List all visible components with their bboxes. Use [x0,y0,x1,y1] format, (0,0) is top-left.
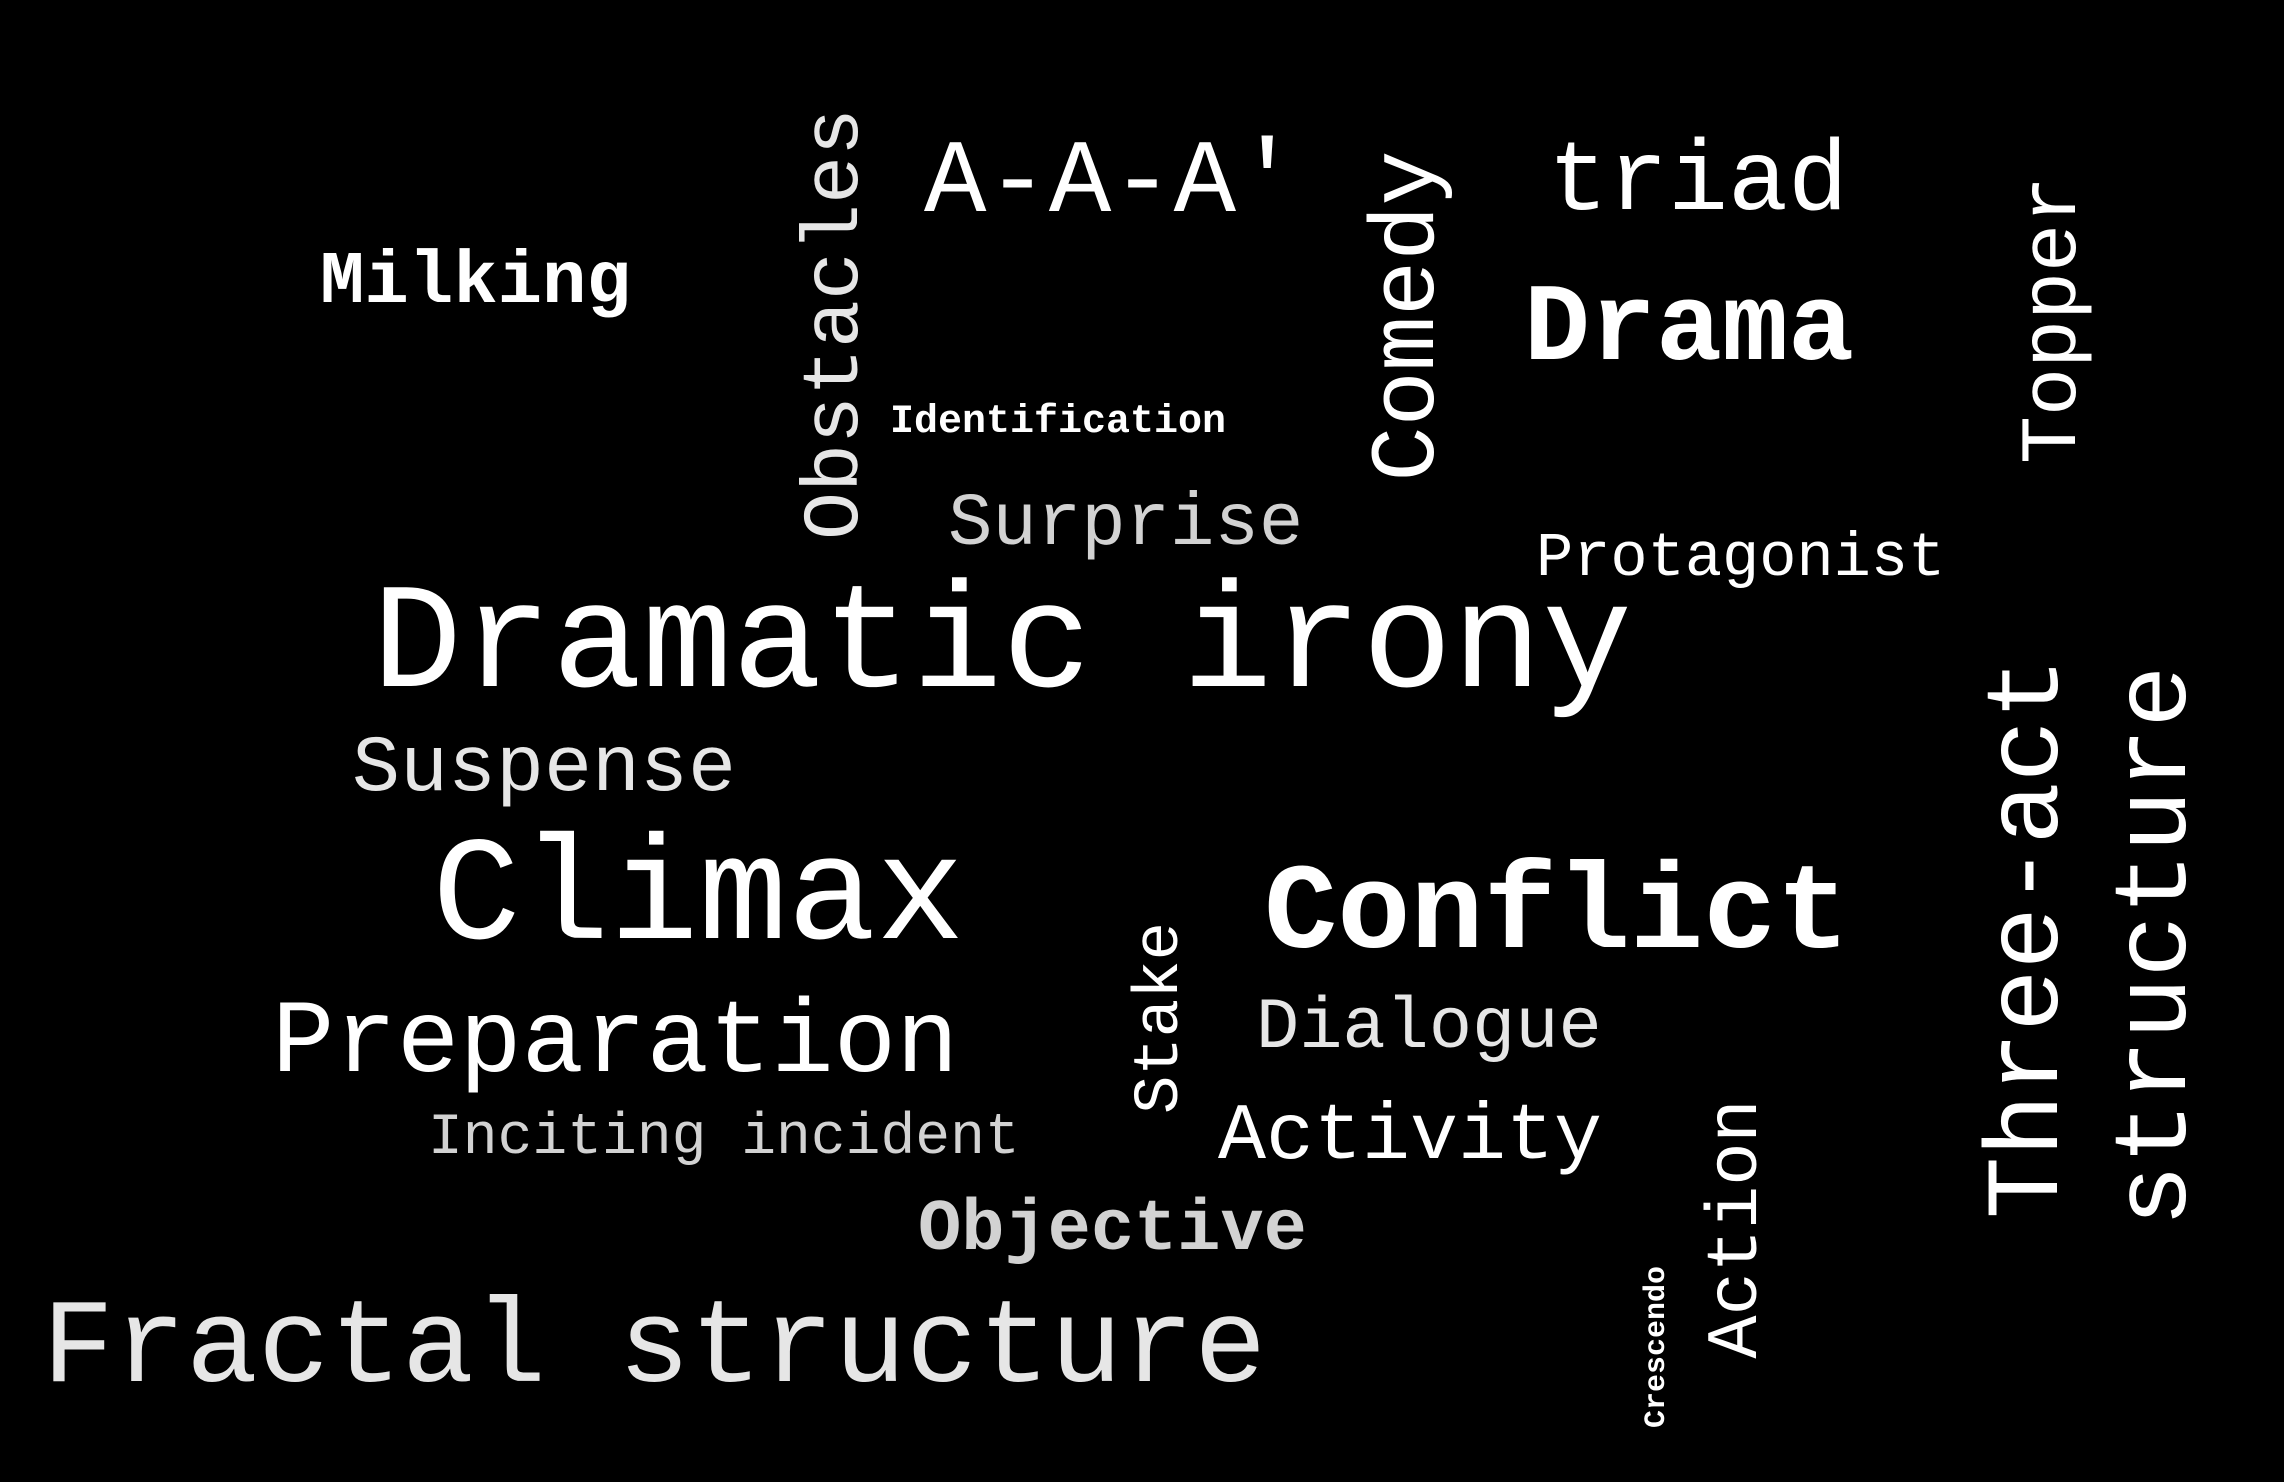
word-topper: Topper [2009,175,2100,465]
word-dialogue: Dialogue [1256,987,1602,1069]
word-preparation: Preparation [272,985,959,1103]
word-inciting-incident: Inciting incident [428,1106,1020,1171]
word-conflict: Conflict [1264,845,1850,984]
word-fractal-structure: Fractal structure [42,1282,1267,1418]
word-identification: Identification [890,400,1227,445]
word-drama: Drama [1524,268,1855,393]
word-stake: Stake [1125,921,1197,1115]
word-action: Action [1696,1099,1778,1359]
word-comedy: Comedy [1356,150,1461,482]
word-protagonist: Protagonist [1536,523,1946,594]
word-aaa: A-A-A' [924,125,1299,243]
word-milking: Milking [320,241,631,325]
word-crescendo: Crescendo [1640,1265,1674,1429]
word-triad: triad [1548,127,1849,240]
word-structure-vertical: structure [2099,665,2217,1227]
word-three-act: Three-act [1971,657,2089,1219]
word-suspense: Suspense [352,724,737,815]
word-dramatic-irony: Dramatic irony [372,562,1633,732]
word-surprise: Surprise [948,483,1304,567]
word-obstacles: Obstacles [791,107,882,541]
word-activity: Activity [1218,1092,1603,1183]
word-climax: Climax [432,816,965,983]
word-objective: Objective [918,1189,1307,1271]
